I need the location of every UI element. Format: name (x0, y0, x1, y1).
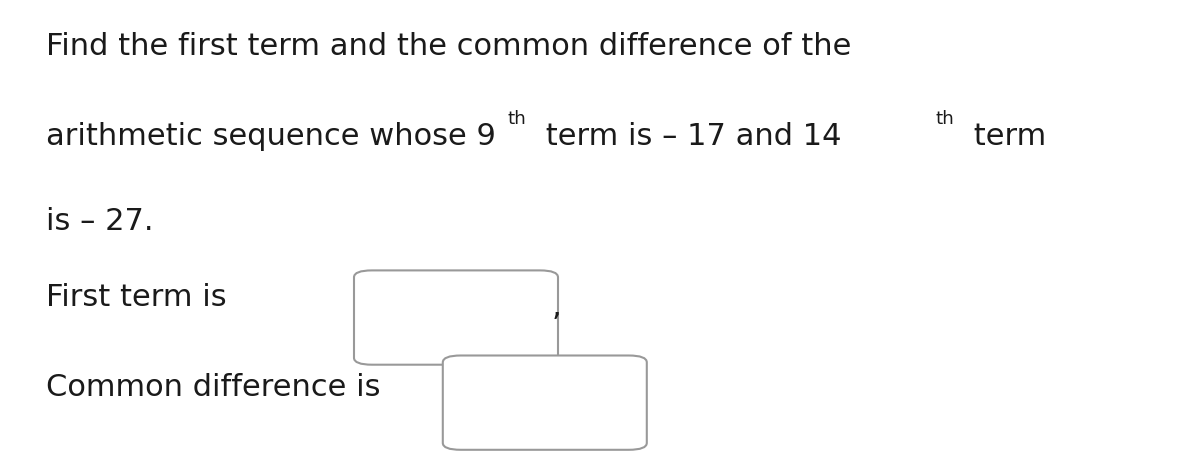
Text: th: th (508, 110, 527, 128)
Text: is – 27.: is – 27. (46, 207, 154, 235)
Text: First term is: First term is (46, 282, 227, 311)
Text: arithmetic sequence whose 9: arithmetic sequence whose 9 (46, 122, 496, 151)
Text: Common difference is: Common difference is (46, 372, 380, 401)
FancyBboxPatch shape (354, 271, 558, 365)
Text: term: term (964, 122, 1046, 151)
Text: Find the first term and the common difference of the: Find the first term and the common diffe… (46, 32, 851, 61)
FancyBboxPatch shape (443, 356, 647, 450)
Text: ,: , (552, 291, 562, 320)
Text: th: th (936, 110, 955, 128)
Text: term is – 17 and 14: term is – 17 and 14 (536, 122, 842, 151)
